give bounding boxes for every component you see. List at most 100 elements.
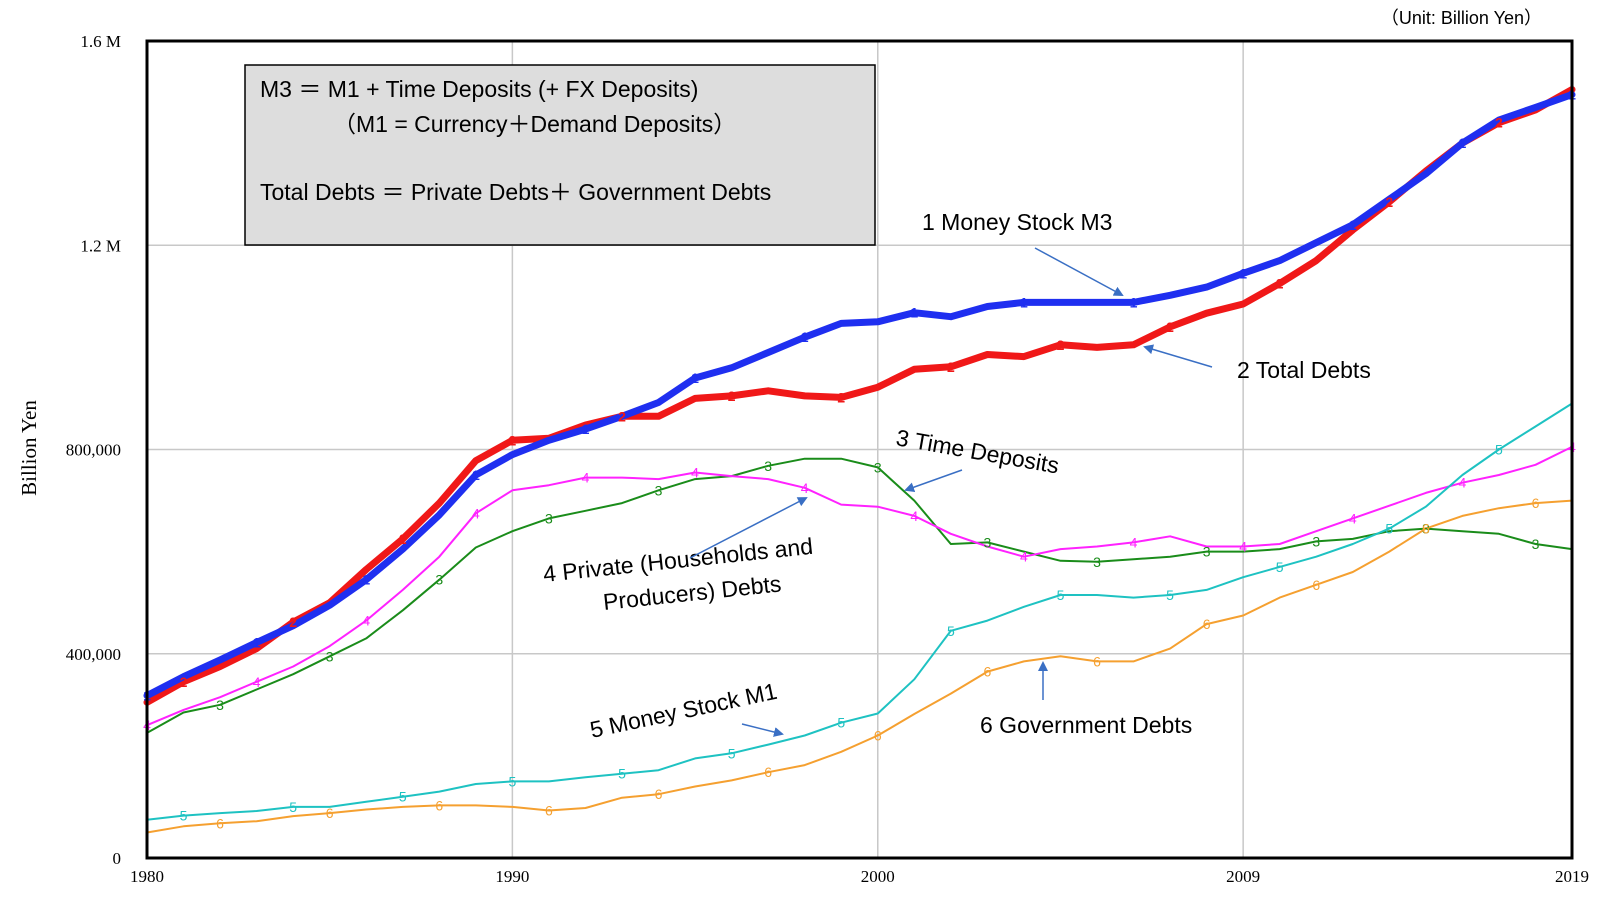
series-line-5	[146, 402, 1573, 821]
series-point-1: 1	[1458, 135, 1466, 151]
series-point-3: 3	[764, 458, 772, 474]
x-tick-label: 2009	[1226, 867, 1260, 886]
series-point-3: 3	[216, 697, 224, 713]
series-point-5: 5	[837, 715, 845, 731]
series-point-2: 2	[289, 614, 297, 630]
series-point-4: 4	[1349, 510, 1357, 526]
series-point-1: 1	[1130, 294, 1138, 310]
series-point-5: 5	[180, 808, 188, 824]
series-point-2: 2	[618, 408, 626, 424]
y-axis-title: Billion Yen	[17, 400, 41, 496]
y-tick-label: 0	[113, 849, 122, 868]
annotation-m3: 1 Money Stock M3	[922, 209, 1112, 235]
annotation-time-deposits: 3 Time Deposits	[894, 424, 1061, 478]
series-point-3: 3	[1422, 521, 1430, 537]
series-point-6: 6	[1532, 495, 1540, 511]
series-point-1: 1	[582, 421, 590, 437]
tick-labels: 0 400,000 800,000 1.2 M 1.6 M 1980 1990 2000 200…	[66, 32, 1589, 886]
series-point-3: 3	[435, 572, 443, 588]
annotation-total-debts: 2 Total Debts	[1237, 357, 1371, 383]
series-point-3: 3	[326, 648, 334, 664]
series-point-6: 6	[1312, 577, 1320, 593]
annotations: 1 Money Stock M3 2 Total Debts 3 Time De…	[542, 209, 1371, 743]
series-point-5: 5	[728, 745, 736, 761]
formula-line-2: （M1 = Currency＋Demand Deposits）	[333, 111, 736, 137]
series-point-5: 5	[1495, 442, 1503, 458]
x-tick-label: 2000	[861, 867, 895, 886]
series-point-5: 5	[1057, 587, 1065, 603]
series-point-5: 5	[947, 623, 955, 639]
series-point-6: 6	[1203, 616, 1211, 632]
series-point-3: 3	[874, 459, 882, 475]
formula-box: M3 ＝ M1 + Time Deposits (+ FX Deposits) …	[244, 64, 876, 246]
series-point-4: 4	[1130, 534, 1138, 550]
series-point-3: 3	[1532, 536, 1540, 552]
series-line-4	[146, 445, 1573, 727]
series-point-4: 4	[910, 508, 918, 524]
annotation-arrow-time-deposits	[904, 469, 963, 493]
series-point-6: 6	[216, 815, 224, 831]
series-point-2: 2	[728, 388, 736, 404]
series-line-6	[146, 499, 1573, 834]
y-tick-label: 1.2 M	[80, 236, 121, 255]
series-point-4: 4	[582, 470, 590, 486]
series-point-2: 2	[1057, 337, 1065, 353]
series-point-6: 6	[874, 727, 882, 743]
series-point-1: 1	[472, 467, 480, 483]
series-point-6: 6	[326, 805, 334, 821]
series-lines	[143, 86, 1576, 834]
series-point-6: 6	[545, 803, 553, 819]
series-point-1: 1	[1239, 265, 1247, 281]
series-point-4: 4	[472, 505, 480, 521]
series-point-5: 5	[1385, 521, 1393, 537]
annotation-arrow-private-debts	[689, 497, 808, 559]
series-point-6: 6	[1093, 653, 1101, 669]
series-point-1: 1	[691, 370, 699, 386]
series-point-6: 6	[764, 764, 772, 780]
series-point-2: 2	[508, 432, 516, 448]
series-point-1: 1	[1349, 217, 1357, 233]
annotation-arrow-m3	[1034, 247, 1124, 296]
series-point-4: 4	[691, 464, 699, 480]
series-point-2: 2	[180, 674, 188, 690]
annotation-arrow-m1	[741, 723, 784, 737]
formula-line-1: M3 ＝ M1 + Time Deposits (+ FX Deposits)	[260, 76, 698, 102]
series-point-3: 3	[1203, 544, 1211, 560]
formula-box-frame	[244, 64, 876, 246]
x-tick-label: 2019	[1555, 867, 1589, 886]
series-point-4: 4	[1458, 475, 1466, 491]
x-tick-label: 1990	[495, 867, 529, 886]
x-tick-label: 1980	[130, 867, 164, 886]
series-point-2: 2	[947, 359, 955, 375]
y-tick-label: 400,000	[66, 645, 121, 664]
series-point-5: 5	[1276, 559, 1284, 575]
annotation-arrow-total-debts	[1143, 344, 1213, 368]
series-point-1: 1	[362, 572, 370, 588]
series-point-4: 4	[362, 613, 370, 629]
series-point-4: 4	[1020, 549, 1028, 565]
annotation-government-debts: 6 Government Debts	[980, 712, 1192, 738]
series-point-3: 3	[545, 510, 553, 526]
series-point-4: 4	[253, 674, 261, 690]
series-point-4: 4	[801, 480, 809, 496]
series-point-1: 1	[1020, 294, 1028, 310]
series-point-6: 6	[1422, 521, 1430, 537]
series-point-2: 2	[1276, 276, 1284, 292]
series-point-1: 1	[910, 305, 918, 321]
series-point-1: 1	[253, 635, 261, 651]
series-point-2: 2	[1495, 115, 1503, 131]
series-point-2: 2	[837, 389, 845, 405]
series-point-6: 6	[435, 797, 443, 813]
series-point-6: 6	[983, 664, 991, 680]
annotation-m1: 5 Money Stock M1	[588, 678, 780, 743]
series-point-5: 5	[618, 766, 626, 782]
series-point-5: 5	[399, 789, 407, 805]
unit-note: （Unit: Billion Yen）	[1381, 8, 1542, 28]
series-line-2	[143, 86, 1576, 706]
series-point-1: 1	[801, 329, 809, 345]
series-point-2: 2	[1385, 194, 1393, 210]
y-tick-label: 1.6 M	[80, 32, 121, 51]
